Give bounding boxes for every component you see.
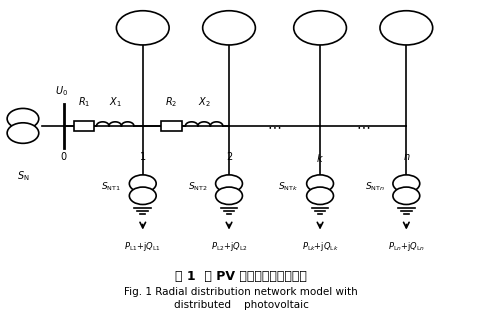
Circle shape bbox=[215, 175, 242, 192]
Circle shape bbox=[393, 175, 420, 192]
Circle shape bbox=[116, 11, 169, 45]
Circle shape bbox=[380, 11, 433, 45]
Text: $S_{\rm NT\it{n}}$: $S_{\rm NT\it{n}}$ bbox=[365, 180, 385, 193]
Circle shape bbox=[307, 175, 334, 192]
Text: PV$n$: PV$n$ bbox=[397, 22, 415, 33]
Text: 图 1  含 PV 的辐射式配电网模型: 图 1 含 PV 的辐射式配电网模型 bbox=[175, 270, 307, 283]
Text: $P_{\rm L2}$+j$Q_{\rm L2}$: $P_{\rm L2}$+j$Q_{\rm L2}$ bbox=[211, 240, 247, 253]
Circle shape bbox=[393, 187, 420, 204]
Text: $P_{\rm L1}$+j$Q_{\rm L1}$: $P_{\rm L1}$+j$Q_{\rm L1}$ bbox=[124, 240, 161, 253]
Text: $\cdots$: $\cdots$ bbox=[356, 119, 370, 133]
Text: $P_{\rm L\it{k}}$+j$Q_{\rm L\it{k}}$: $P_{\rm L\it{k}}$+j$Q_{\rm L\it{k}}$ bbox=[302, 240, 338, 253]
Text: $S_{\rm NT1}$: $S_{\rm NT1}$ bbox=[101, 180, 121, 193]
Text: $X_1$: $X_1$ bbox=[109, 95, 121, 109]
Text: PV$k$: PV$k$ bbox=[310, 22, 330, 33]
Text: 2: 2 bbox=[226, 152, 232, 162]
Circle shape bbox=[7, 123, 39, 143]
Text: $U_0$: $U_0$ bbox=[55, 84, 68, 98]
Text: Fig. 1 Radial distribution network model with: Fig. 1 Radial distribution network model… bbox=[124, 287, 358, 297]
Text: $R_1$: $R_1$ bbox=[78, 95, 90, 109]
Text: distributed    photovoltaic: distributed photovoltaic bbox=[174, 300, 308, 310]
Circle shape bbox=[202, 11, 255, 45]
Circle shape bbox=[129, 175, 156, 192]
Text: $R_2$: $R_2$ bbox=[165, 95, 178, 109]
Text: $S_{\rm NT2}$: $S_{\rm NT2}$ bbox=[188, 180, 207, 193]
Circle shape bbox=[129, 187, 156, 204]
Text: $k$: $k$ bbox=[316, 152, 324, 164]
Text: $X_2$: $X_2$ bbox=[198, 95, 211, 109]
FancyBboxPatch shape bbox=[74, 121, 94, 131]
Text: $P_{\rm L\it{n}}$+j$Q_{\rm L\it{n}}$: $P_{\rm L\it{n}}$+j$Q_{\rm L\it{n}}$ bbox=[388, 240, 425, 253]
Text: 1: 1 bbox=[140, 152, 146, 162]
Text: $\cdots$: $\cdots$ bbox=[268, 119, 281, 133]
Text: $S_{\rm N}$: $S_{\rm N}$ bbox=[17, 170, 29, 183]
Circle shape bbox=[307, 187, 334, 204]
Text: $S_{\rm NT\it{k}}$: $S_{\rm NT\it{k}}$ bbox=[278, 180, 298, 193]
Text: $n$: $n$ bbox=[402, 152, 410, 162]
Circle shape bbox=[215, 187, 242, 204]
FancyBboxPatch shape bbox=[161, 121, 182, 131]
Text: PV1: PV1 bbox=[134, 23, 151, 32]
Text: 0: 0 bbox=[61, 152, 67, 162]
Circle shape bbox=[294, 11, 347, 45]
Text: PV2: PV2 bbox=[220, 23, 238, 32]
Circle shape bbox=[7, 108, 39, 129]
